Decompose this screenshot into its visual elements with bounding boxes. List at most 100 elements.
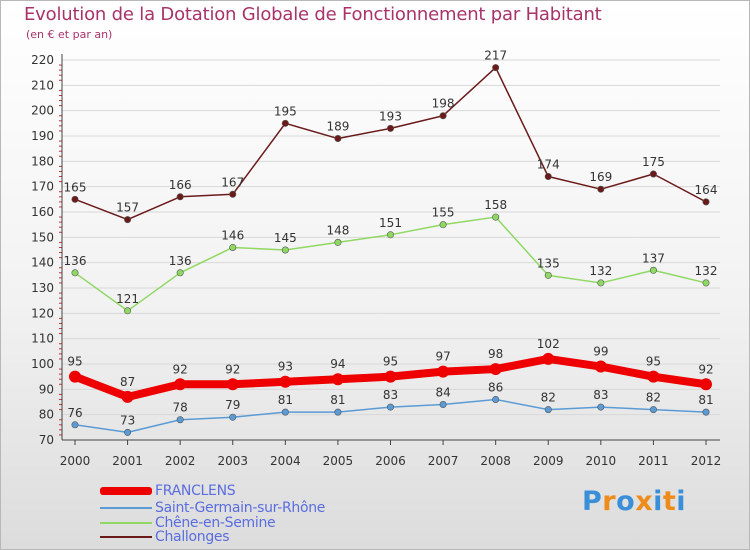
data-label-chene-en-semine: 137 xyxy=(642,251,665,265)
data-point-challonges xyxy=(492,64,500,72)
data-point-chene-en-semine xyxy=(229,243,237,251)
data-label-saint-germain-sur-rhone: 78 xyxy=(173,401,188,415)
data-point-saint-germain-sur-rhone xyxy=(597,403,605,411)
logo-letter: t xyxy=(662,486,677,517)
data-label-challonges: 195 xyxy=(274,104,297,118)
y-tick-label-170: 170 xyxy=(31,180,54,194)
data-label-franclens: 95 xyxy=(67,355,82,369)
chart-title: Evolution de la Dotation Globale de Fonc… xyxy=(24,4,602,25)
data-point-saint-germain-sur-rhone xyxy=(702,408,710,416)
data-label-franclens: 99 xyxy=(593,345,608,359)
data-point-challonges xyxy=(439,112,447,120)
data-point-chene-en-semine xyxy=(439,221,447,229)
y-tick-label-160: 160 xyxy=(31,205,54,219)
data-label-challonges: 165 xyxy=(64,180,87,194)
legend-swatch-franclens xyxy=(100,487,152,495)
legend-item-saint-germain: Saint-Germain-sur-Rhône xyxy=(100,500,325,516)
data-label-saint-germain-sur-rhone: 81 xyxy=(698,393,713,407)
data-label-challonges: 166 xyxy=(169,178,192,192)
data-point-saint-germain-sur-rhone xyxy=(492,395,500,403)
data-point-chene-en-semine xyxy=(544,271,552,279)
x-tick-label-2000: 2000 xyxy=(60,454,91,468)
data-point-franclens xyxy=(384,370,397,383)
data-point-franclens xyxy=(279,375,292,388)
data-point-challonges xyxy=(544,173,552,181)
logo-letter: P xyxy=(582,486,603,517)
data-label-challonges: 193 xyxy=(379,109,402,123)
data-point-franclens xyxy=(489,363,502,376)
data-label-chene-en-semine: 155 xyxy=(432,206,455,220)
y-tick-label-140: 140 xyxy=(31,256,54,270)
data-point-franclens xyxy=(437,365,450,378)
y-tick-label-150: 150 xyxy=(31,230,54,244)
x-tick-label-2004: 2004 xyxy=(270,454,301,468)
data-point-saint-germain-sur-rhone xyxy=(124,428,132,436)
y-tick-label-110: 110 xyxy=(31,332,54,346)
data-point-challonges xyxy=(386,124,394,132)
data-label-challonges: 167 xyxy=(221,175,244,189)
data-point-saint-germain-sur-rhone xyxy=(439,401,447,409)
x-tick-label-2012: 2012 xyxy=(691,454,722,468)
data-point-saint-germain-sur-rhone xyxy=(334,408,342,416)
data-label-chene-en-semine: 121 xyxy=(116,292,139,306)
data-point-franclens xyxy=(226,378,239,391)
data-point-saint-germain-sur-rhone xyxy=(544,406,552,414)
data-label-franclens: 93 xyxy=(278,360,293,374)
logo-letter: x xyxy=(635,486,654,517)
y-tick-label-90: 90 xyxy=(39,382,54,396)
data-point-saint-germain-sur-rhone xyxy=(229,413,237,421)
data-point-franclens xyxy=(331,373,344,386)
data-label-franclens: 94 xyxy=(330,357,345,371)
data-point-chene-en-semine xyxy=(492,213,500,221)
data-point-franclens xyxy=(542,352,555,365)
data-label-chene-en-semine: 146 xyxy=(221,228,244,242)
data-point-chene-en-semine xyxy=(386,231,394,239)
legend-item-challonges: Challonges xyxy=(100,529,230,545)
data-label-challonges: 157 xyxy=(116,201,139,215)
legend-label-saint-germain: Saint-Germain-sur-Rhône xyxy=(155,500,326,516)
data-label-saint-germain-sur-rhone: 83 xyxy=(383,388,398,402)
data-label-franclens: 92 xyxy=(698,362,713,376)
data-label-challonges: 169 xyxy=(589,170,612,184)
logo-letter: i xyxy=(676,486,687,517)
x-tick-label-2005: 2005 xyxy=(323,454,354,468)
data-point-chene-en-semine xyxy=(597,279,605,287)
y-tick-label-220: 220 xyxy=(31,53,54,67)
legend-label-challonges: Challonges xyxy=(155,529,230,545)
data-point-challonges xyxy=(597,185,605,193)
logo-letter: i xyxy=(653,486,663,517)
proxiti-logo: Proxiti xyxy=(582,486,686,517)
data-label-challonges: 175 xyxy=(642,155,665,169)
data-label-saint-germain-sur-rhone: 81 xyxy=(278,393,293,407)
legend-item-franclens: FRANCLENS xyxy=(100,483,236,499)
data-point-chene-en-semine xyxy=(71,269,79,277)
data-label-franclens: 97 xyxy=(435,350,450,364)
data-point-saint-germain-sur-rhone xyxy=(71,421,79,429)
data-label-challonges: 217 xyxy=(484,49,507,63)
data-point-franclens xyxy=(700,378,712,391)
data-label-saint-germain-sur-rhone: 82 xyxy=(646,391,661,405)
data-label-chene-en-semine: 151 xyxy=(379,216,402,230)
data-label-franclens: 102 xyxy=(537,337,560,351)
x-tick-label-2008: 2008 xyxy=(480,454,511,468)
data-label-saint-germain-sur-rhone: 83 xyxy=(593,388,608,402)
y-tick-label-120: 120 xyxy=(31,306,54,320)
x-tick-label-2006: 2006 xyxy=(375,454,406,468)
chart-subtitle: (en € et par an) xyxy=(26,28,113,41)
data-point-saint-germain-sur-rhone xyxy=(386,403,394,411)
x-tick-label-2003: 2003 xyxy=(217,454,248,468)
data-point-challonges xyxy=(71,195,79,203)
data-point-challonges xyxy=(334,135,342,143)
y-tick-label-200: 200 xyxy=(31,104,54,118)
data-point-challonges xyxy=(281,119,289,127)
y-tick-label-130: 130 xyxy=(31,281,54,295)
data-point-chene-en-semine xyxy=(281,246,289,254)
data-label-saint-germain-sur-rhone: 82 xyxy=(541,391,556,405)
data-point-franclens xyxy=(121,390,134,403)
data-label-challonges: 174 xyxy=(537,158,560,172)
data-point-challonges xyxy=(229,190,237,198)
y-tick-label-100: 100 xyxy=(31,357,54,371)
x-tick-label-2009: 2009 xyxy=(533,454,564,468)
data-point-chene-en-semine xyxy=(334,238,342,246)
